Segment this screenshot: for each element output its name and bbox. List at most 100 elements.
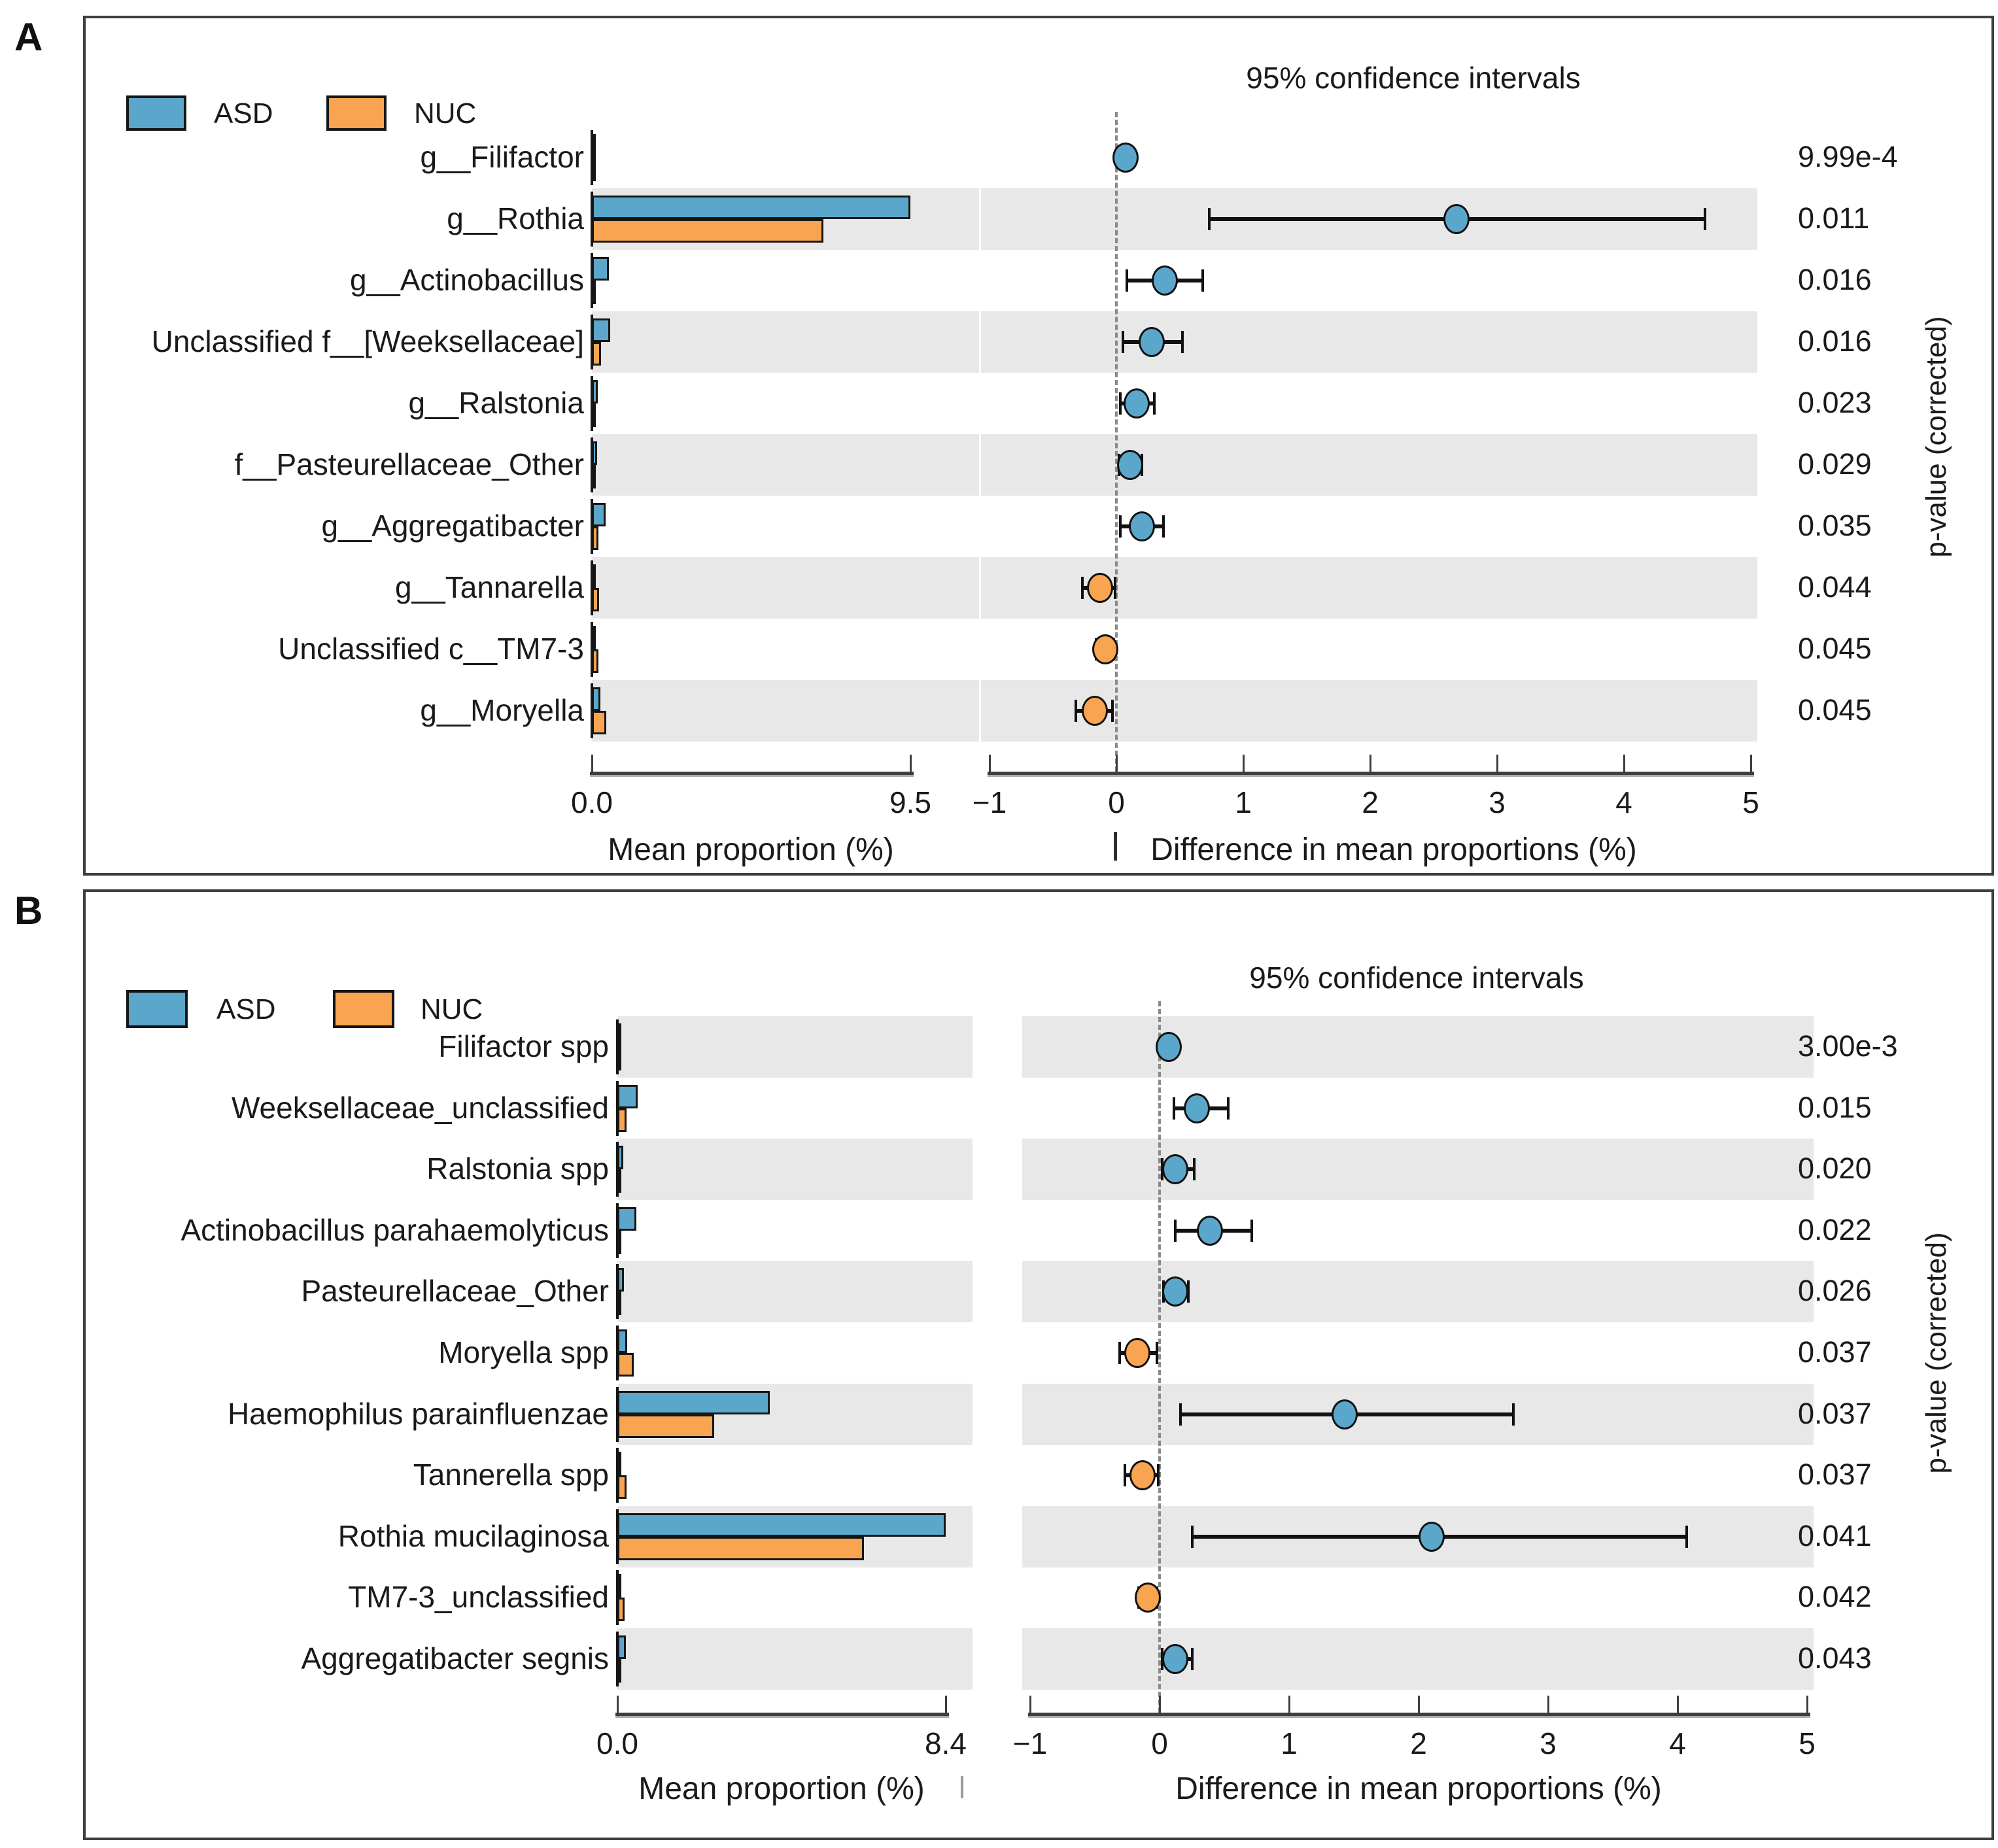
p-value: 0.045 <box>1798 632 1872 665</box>
ci-cap-low <box>1179 1403 1182 1426</box>
row-label: g__Ralstonia <box>408 386 584 420</box>
p-value: 0.045 <box>1798 693 1872 727</box>
stray-tick <box>961 1776 963 1798</box>
p-value: 0.020 <box>1798 1152 1872 1185</box>
bar-asd <box>617 1391 770 1414</box>
bar-nuc <box>617 1231 621 1254</box>
legend-label-nuc: NUC <box>414 97 477 129</box>
row-label: Unclassified c__TM7-3 <box>278 632 584 666</box>
legend-label-nuc: NUC <box>421 993 483 1025</box>
right-axis-tick <box>1677 1696 1679 1713</box>
ci-cap-low <box>1075 700 1077 722</box>
p-value: 0.042 <box>1798 1580 1872 1613</box>
row-label: Aggregatibacter segnis <box>301 1641 609 1675</box>
bar-asd <box>617 1268 624 1292</box>
right-axis-tick-label: 0 <box>1108 785 1125 819</box>
ci-cap-low <box>1126 269 1128 292</box>
row-band-left <box>592 434 979 496</box>
ci-cap-low <box>1122 331 1124 353</box>
ci-dot <box>1197 1216 1223 1246</box>
panel-a-box: ASD NUC 95% confidence intervals g__Fili… <box>83 16 1994 876</box>
ci-cap-low <box>1081 577 1084 599</box>
bar-nuc <box>592 711 606 734</box>
ci-dot <box>1184 1093 1210 1123</box>
ci-cap-low <box>1191 1526 1194 1548</box>
right-axis-tick <box>1750 755 1752 772</box>
panel-b-plot-area: Filifactor spp 3.00e-3 Weeksellaceae_uncla… <box>86 892 1991 1838</box>
ci-dot <box>1332 1399 1358 1429</box>
ci-cap-low <box>1118 1342 1121 1364</box>
right-axis-tick <box>1029 1696 1031 1713</box>
row-label: Ralstonia spp <box>426 1152 609 1186</box>
ci-cap-high <box>1512 1403 1515 1426</box>
bar-asd <box>617 1023 621 1047</box>
p-value: 0.015 <box>1798 1091 1872 1124</box>
ci-title: 95% confidence intervals <box>1249 961 1584 995</box>
right-axis-tick <box>1418 1696 1420 1713</box>
bar-nuc <box>617 1169 621 1193</box>
row-label: TM7-3_unclassified <box>348 1580 609 1614</box>
ci-cap-high <box>1250 1220 1253 1242</box>
legend-swatch-nuc <box>326 95 387 131</box>
ci-cap-high <box>1162 515 1165 538</box>
right-axis-tick-label: 5 <box>1742 785 1759 819</box>
row-band-left <box>617 1016 973 1078</box>
row-label: Weeksellaceae_unclassified <box>231 1091 609 1125</box>
ci-cap-high <box>1157 1464 1160 1486</box>
ci-dot <box>1087 573 1113 603</box>
legend-swatch-asd <box>126 990 188 1028</box>
row-band-left <box>592 557 979 619</box>
ci-dot <box>1156 1032 1182 1062</box>
ci-cap-low <box>1174 1220 1177 1242</box>
p-value: 0.029 <box>1798 447 1872 481</box>
bar-asd <box>617 1207 636 1231</box>
right-axis-tick <box>1547 1696 1549 1713</box>
p-value: 0.016 <box>1798 263 1872 296</box>
ci-cap-high <box>1191 1648 1194 1670</box>
bar-nuc <box>617 1537 864 1560</box>
right-axis-tick <box>1369 755 1371 772</box>
p-value: 0.044 <box>1798 570 1872 604</box>
ci-cap-low <box>1124 1464 1126 1486</box>
p-value: 0.037 <box>1798 1335 1872 1369</box>
bar-asd <box>617 1085 638 1108</box>
ci-dot <box>1419 1522 1445 1552</box>
p-value: 0.037 <box>1798 1397 1872 1430</box>
ci-cap-low <box>1173 1097 1175 1120</box>
right-axis-tick-label: 5 <box>1799 1726 1816 1760</box>
ci-dot <box>1092 634 1118 664</box>
row-label: f__Pasteurellaceae_Other <box>234 447 584 481</box>
bar-asd <box>592 257 609 281</box>
row-label: g__Moryella <box>420 693 584 727</box>
p-value: 9.99e-4 <box>1798 140 1898 173</box>
bar-asd <box>592 503 606 526</box>
bar-nuc <box>617 1292 621 1315</box>
bar-asd <box>592 626 596 649</box>
bar-nuc <box>592 281 596 304</box>
ci-dot <box>1162 1644 1188 1674</box>
bar-nuc <box>617 1598 625 1621</box>
p-value: 0.043 <box>1798 1641 1872 1675</box>
bar-nuc <box>592 219 823 243</box>
right-axis-tick-label: 2 <box>1410 1726 1427 1760</box>
p-value: 0.011 <box>1798 201 1870 235</box>
right-axis-tick-label: 0 <box>1151 1726 1168 1760</box>
right-axis-tick-label: −1 <box>1012 1726 1048 1760</box>
row-label: g__Aggregatibacter <box>321 509 584 543</box>
pvalue-axis-label: p-value (corrected) <box>1920 316 1952 558</box>
bar-nuc <box>617 1047 621 1070</box>
row-label: g__Rothia <box>447 201 584 235</box>
bar-nuc <box>592 158 596 181</box>
legend-label-asd: ASD <box>214 97 273 129</box>
bar-nuc <box>592 465 596 488</box>
left-axis-tick <box>591 755 593 772</box>
stray-tick <box>1114 832 1117 861</box>
bar-asd <box>617 1452 621 1475</box>
ci-title: 95% confidence intervals <box>1246 61 1581 95</box>
ci-cap-high <box>1181 331 1184 353</box>
row-label: Filifactor spp <box>438 1029 609 1063</box>
panel-a-plot-area: g__Filifactor 9.99e-4 g__Rothia 0.011 g__Act… <box>86 18 1991 873</box>
ci-dot <box>1162 1154 1188 1184</box>
ci-cap-high <box>1201 269 1204 292</box>
left-axis-line <box>590 772 914 777</box>
